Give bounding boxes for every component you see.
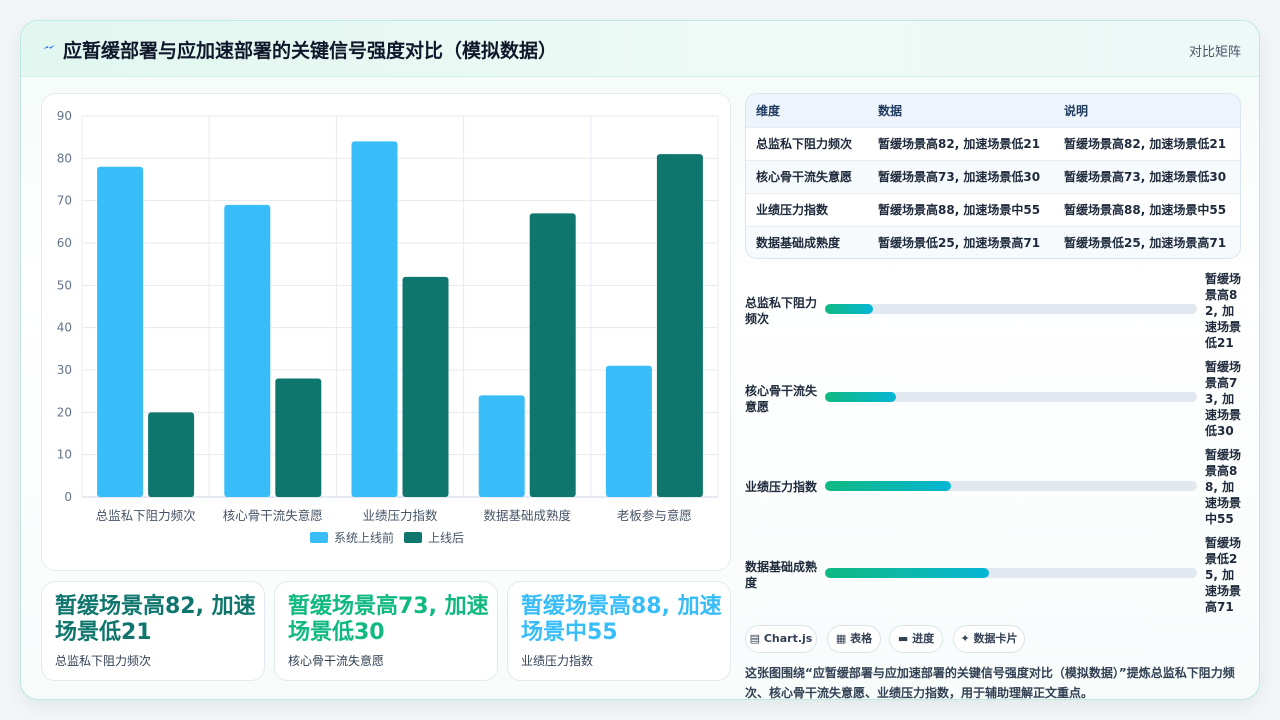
chart-canvas: 0 10 20 30 40 50 60 70 80 90 总监私下阻力频次 核心骨干流失意愿 业绩压力指… (57, 109, 719, 545)
table-row: 总监私下阻力频次 暂缓场景高82, 加速场景低21 暂缓场景高82, 加速场景低… (746, 126, 1240, 160)
x-tick-label: 总监私下阻力频次 (96, 508, 196, 523)
table-cell: 数据基础成熟度 (746, 225, 868, 258)
x-tick-label: 核心骨干流失意愿 (223, 508, 323, 523)
y-tick-label: 70 (57, 194, 72, 208)
table-cell: 核心骨干流失意愿 (746, 159, 868, 193)
progress-track (825, 481, 1197, 491)
bar (351, 141, 398, 497)
y-tick-label: 80 (57, 151, 72, 165)
table-cell: 暂缓场景低25, 加速场景高71 (868, 225, 1054, 258)
table-cell: 暂缓场景高88, 加速场景中55 (1054, 192, 1240, 226)
bar (605, 365, 652, 497)
y-tick-label: 90 (57, 109, 72, 123)
progress-track (825, 392, 1197, 402)
kpi-value: 暂缓场景高82, 加速场景低21 (55, 594, 256, 645)
table-cell: 暂缓场景高82, 加速场景低21 (868, 126, 1054, 160)
chip-chartjs[interactable]: ▤ Chart.js (745, 625, 817, 653)
y-tick-label: 0 (64, 490, 72, 504)
progress-label: 数据基础成熟度 (745, 560, 818, 590)
table-row: 核心骨干流失意愿 暂缓场景高73, 加速场景低30 暂缓场景高73, 加速场景低… (746, 159, 1240, 193)
table-row: 业绩压力指数 暂缓场景高88, 加速场景中55 暂缓场景高88, 加速场景中55 (746, 192, 1240, 226)
chip-table[interactable]: ▦ 表格 (827, 625, 881, 653)
progress-label: 核心骨干流失意愿 (745, 384, 818, 414)
x-tick-label: 老板参与意愿 (617, 508, 692, 523)
header: 应暂缓部署与应加速部署的关键信号强度对比（模拟数据） 对比矩阵 (21, 21, 1259, 77)
main-card: 应暂缓部署与应加速部署的关键信号强度对比（模拟数据） 对比矩阵 0 10 20 30 4… (20, 20, 1260, 700)
kpi-card-3: 暂缓场景高88, 加速场景中55 业绩压力指数 (507, 581, 731, 681)
progress-value: 暂缓场景低25, 加速场景高71 (1205, 536, 1242, 614)
table-header-row: 维度 数据 说明 (746, 94, 1240, 127)
kpi-value: 暂缓场景高88, 加速场景中55 (521, 594, 722, 645)
data-table: 维度 数据 说明 总监私下阻力频次 暂缓场景高82, 加速场景低21 暂缓场景高… (745, 93, 1241, 259)
progress-fill (825, 568, 989, 578)
progress-fill (825, 392, 896, 402)
bar (402, 276, 449, 497)
y-tick-label: 50 (57, 278, 72, 292)
table-cell: 暂缓场景低25, 加速场景高71 (1054, 225, 1240, 258)
table-cell: 业绩压力指数 (746, 192, 868, 226)
table-row: 数据基础成熟度 暂缓场景低25, 加速场景高71 暂缓场景低25, 加速场景高7… (746, 225, 1240, 258)
chip-data-card[interactable]: ✦ 数据卡片 (953, 625, 1025, 653)
x-tick-label: 数据基础成熟度 (483, 508, 571, 523)
x-tick-label: 业绩压力指数 (362, 508, 438, 523)
progress-fill (825, 304, 874, 314)
bar (275, 378, 322, 497)
lightning-icon (43, 45, 55, 49)
table-cell: 暂缓场景高82, 加速场景低21 (1054, 126, 1240, 160)
y-tick-label: 10 (57, 448, 72, 462)
table-header: 说明 (1054, 94, 1240, 127)
legend-label: 上线后 (428, 531, 464, 545)
table-cell: 暂缓场景高73, 加速场景低30 (1054, 159, 1240, 193)
bar (97, 166, 144, 498)
bar (478, 395, 525, 497)
bar-chart: 0 10 20 30 40 50 60 70 80 90 总监私下阻力频次 核心骨干流失意愿 业绩压力指… (41, 93, 731, 571)
kpi-card-2: 暂缓场景高73, 加速场景低30 核心骨干流失意愿 (274, 581, 498, 681)
kpi-value: 暂缓场景高73, 加速场景低30 (288, 594, 489, 645)
page-title: 应暂缓部署与应加速部署的关键信号强度对比（模拟数据） (63, 40, 558, 62)
table-cell: 暂缓场景高73, 加速场景低30 (868, 159, 1054, 193)
progress-label: 总监私下阻力频次 (745, 296, 818, 326)
y-tick-label: 60 (57, 236, 72, 250)
kpi-label: 业绩压力指数 (521, 654, 594, 668)
bar (148, 412, 195, 497)
kpi-label: 核心骨干流失意愿 (288, 654, 385, 668)
progress-value: 暂缓场景高73, 加速场景低30 (1205, 360, 1242, 438)
kpi-label: 总监私下阻力频次 (55, 654, 152, 668)
description: 这张图围绕“应暂缓部署与应加速部署的关键信号强度对比（模拟数据）”提炼总监私下阻… (745, 666, 1235, 700)
table-cell: 总监私下阻力频次 (746, 126, 868, 160)
bar (529, 213, 576, 497)
progress-value: 暂缓场景高88, 加速场景中55 (1205, 448, 1242, 526)
progress-value: 暂缓场景高82, 加速场景低21 (1205, 272, 1242, 350)
header-tag: 对比矩阵 (1188, 45, 1241, 60)
y-tick-label: 20 (57, 405, 72, 419)
bar (656, 154, 703, 497)
bar (224, 204, 271, 497)
table-cell: 暂缓场景高88, 加速场景中55 (868, 192, 1054, 226)
y-tick-label: 30 (57, 363, 72, 377)
progress-track (825, 304, 1197, 314)
progress-fill (825, 481, 952, 491)
y-tick-label: 40 (57, 321, 72, 335)
progress-label: 业绩压力指数 (745, 480, 818, 494)
legend-label: 系统上线前 (334, 530, 394, 545)
table-header: 数据 (868, 94, 1054, 127)
table-header: 维度 (746, 94, 868, 127)
chip-progress[interactable]: ▬ 进度 (889, 625, 943, 653)
legend-swatch (310, 532, 328, 543)
kpi-card-1: 暂缓场景高82, 加速场景低21 总监私下阻力频次 (41, 581, 265, 681)
legend-swatch (404, 532, 422, 543)
progress-track (825, 568, 1197, 578)
